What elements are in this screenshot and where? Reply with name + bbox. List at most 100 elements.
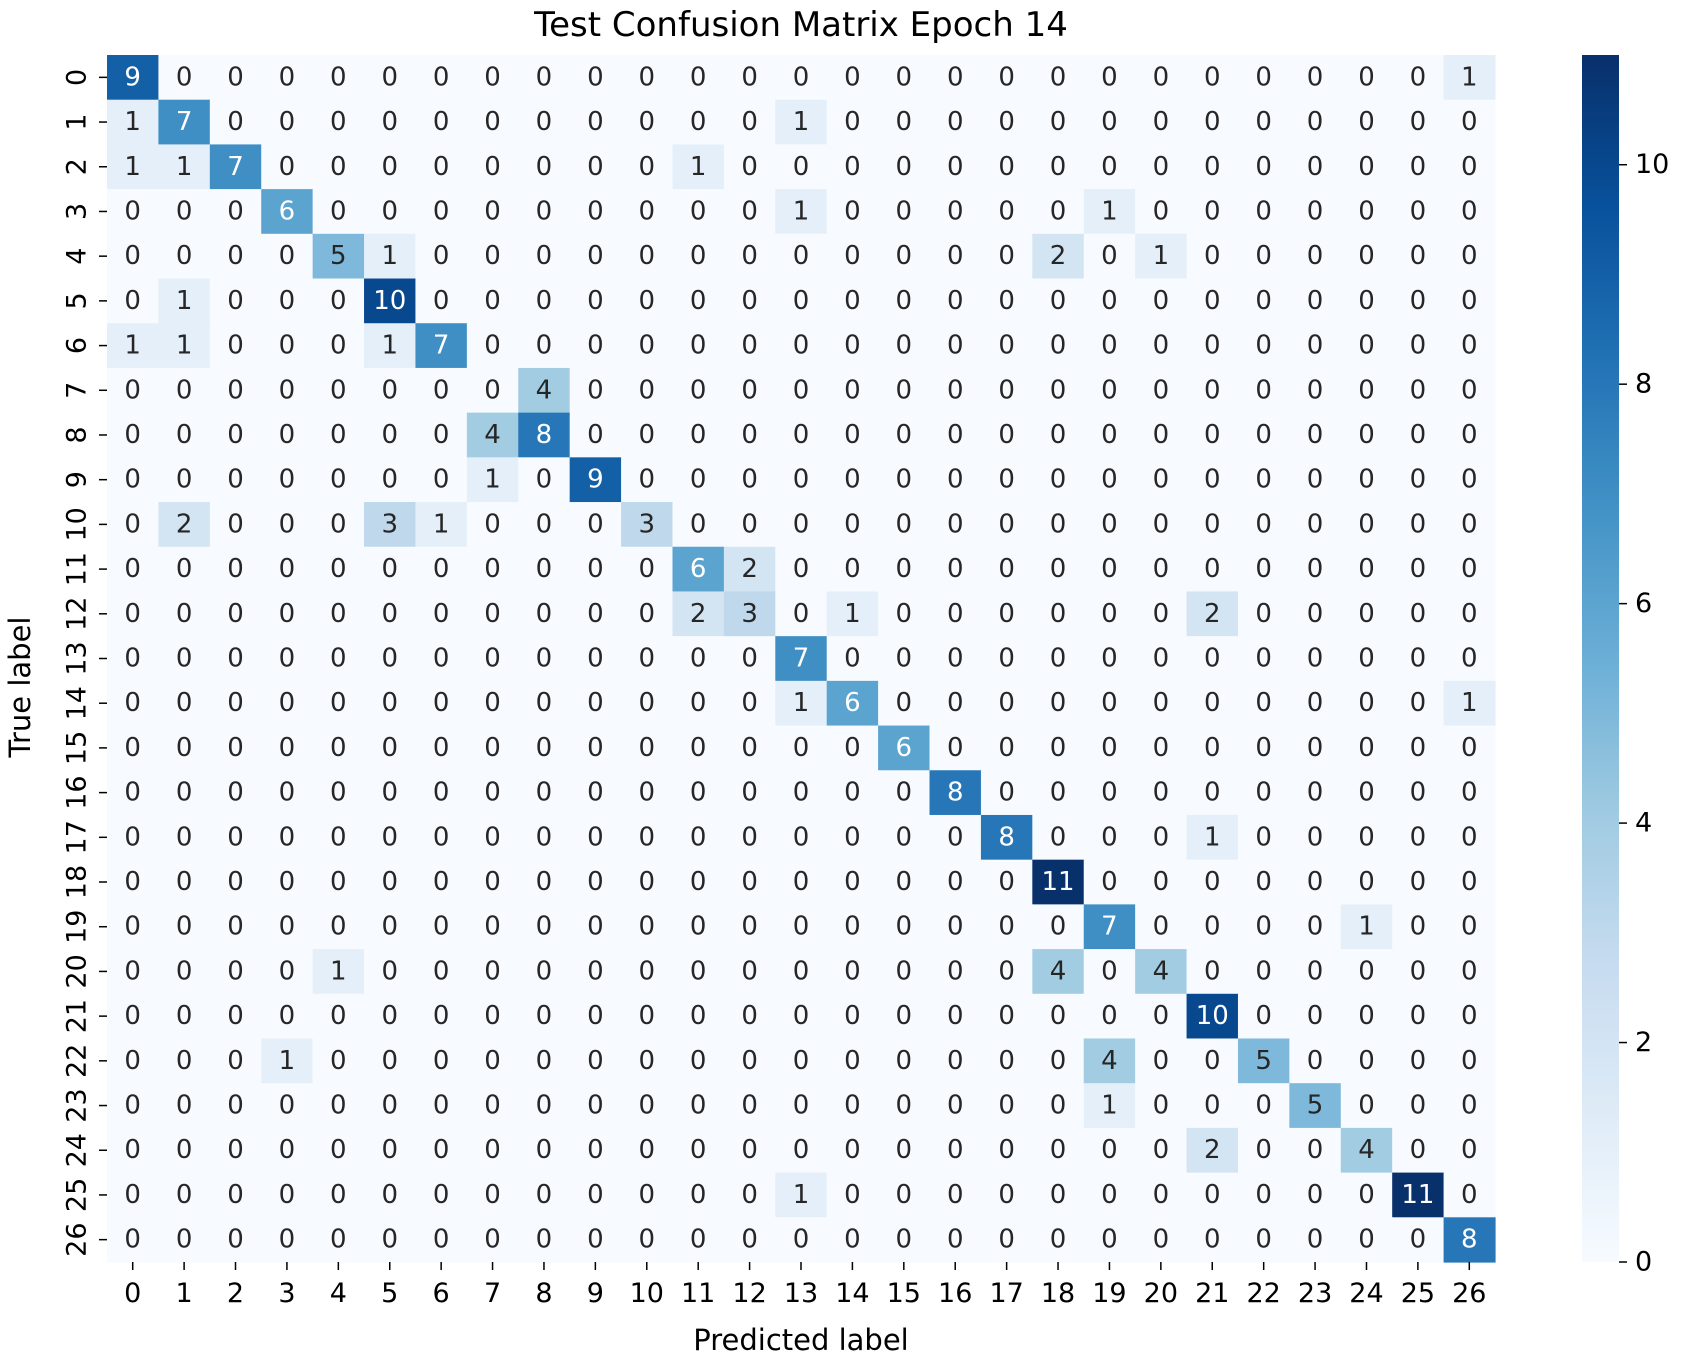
heatmap-cell	[1186, 367, 1239, 414]
cell-value-label: 0	[741, 822, 758, 852]
cell-value-label: 0	[1101, 599, 1118, 629]
cell-value-label: 0	[484, 778, 501, 808]
cell-value-label: 0	[587, 152, 604, 182]
heatmap-cell	[1186, 1172, 1239, 1218]
heatmap-cell	[1083, 993, 1136, 1040]
cell-value-label: 0	[176, 62, 193, 92]
heatmap-cell	[826, 993, 879, 1040]
heatmap-cell	[415, 680, 468, 727]
heatmap-cell	[929, 189, 982, 235]
cell-value-label: 0	[1153, 554, 1170, 584]
cell-value-label: 1	[330, 956, 347, 986]
cell-value-label: 0	[1050, 375, 1067, 405]
heatmap-cell	[1237, 367, 1290, 414]
cell-value-label: 0	[1204, 420, 1221, 450]
cell-value-label: 1	[381, 331, 398, 361]
heatmap-cell	[1186, 502, 1239, 548]
cell-value-label: 0	[279, 867, 296, 897]
heatmap-cell	[929, 1038, 982, 1084]
cell-value-label: 0	[484, 599, 501, 629]
cell-value-label: 0	[998, 912, 1015, 942]
heatmap-cell	[929, 904, 982, 950]
cell-value-label: 0	[1204, 778, 1221, 808]
cell-value-label: 0	[741, 331, 758, 361]
heatmap-cell	[569, 636, 622, 682]
cell-value-label: 0	[484, 286, 501, 316]
heatmap-cell	[929, 278, 982, 324]
cell-value-label: 0	[587, 1091, 604, 1121]
cell-value-label: 0	[1050, 1225, 1067, 1255]
cell-value-label: 0	[536, 1001, 553, 1031]
heatmap-cell	[1135, 725, 1188, 771]
heatmap-cell	[209, 591, 262, 637]
cell-value-label: 0	[381, 1001, 398, 1031]
cell-value-label: 0	[1307, 733, 1324, 763]
heatmap-cell	[569, 725, 622, 771]
heatmap-cell	[1289, 904, 1342, 950]
heatmap-cell	[1289, 1083, 1342, 1129]
heatmap-cell	[826, 546, 879, 593]
heatmap-cell	[569, 680, 622, 727]
cell-value-label: 0	[1204, 62, 1221, 92]
colorbar-tick-label: 10	[1635, 149, 1669, 180]
cell-value-label: 0	[1410, 1225, 1427, 1255]
heatmap-cell	[775, 1083, 828, 1129]
cell-value-label: 0	[124, 644, 141, 674]
cell-value-label: 0	[1410, 62, 1427, 92]
cell-value-label: 0	[998, 1180, 1015, 1210]
cell-value-label: 0	[1050, 152, 1067, 182]
heatmap-cell	[261, 189, 314, 235]
cell-value-label: 0	[433, 1046, 450, 1076]
cell-value-label: 0	[1153, 375, 1170, 405]
heatmap-cell	[466, 278, 519, 324]
heatmap-cell	[466, 591, 519, 637]
heatmap-cell	[312, 859, 365, 905]
heatmap-cell	[364, 99, 417, 145]
heatmap-cell	[261, 814, 314, 861]
heatmap-cell	[158, 367, 211, 414]
heatmap-cell	[980, 814, 1033, 861]
cell-value-label: 0	[330, 688, 347, 718]
heatmap-cell	[1392, 278, 1445, 324]
heatmap-cell	[1443, 412, 1496, 458]
heatmap-cell	[1237, 55, 1290, 101]
heatmap-cell	[312, 546, 365, 593]
cell-value-label: 0	[330, 152, 347, 182]
heatmap-cell	[775, 814, 828, 861]
heatmap-cell	[1186, 1217, 1239, 1263]
heatmap-cell	[929, 1127, 982, 1174]
cell-value-label: 0	[124, 241, 141, 271]
heatmap-cell	[1443, 144, 1496, 190]
heatmap-cell	[312, 457, 365, 503]
heatmap-cell	[672, 1217, 725, 1263]
cell-value-label: 0	[124, 554, 141, 584]
heatmap-cell	[569, 55, 622, 101]
cell-value-label: 0	[176, 822, 193, 852]
heatmap-cell	[107, 502, 160, 548]
y-tick-label: 5	[62, 292, 93, 309]
heatmap-cell	[1032, 55, 1085, 101]
cell-value-label: 0	[1204, 375, 1221, 405]
cell-value-label: 0	[1461, 509, 1478, 539]
heatmap-cell	[209, 1083, 262, 1129]
cell-value-label: 0	[587, 867, 604, 897]
cell-value-label: 0	[124, 509, 141, 539]
heatmap-cell	[1083, 904, 1136, 950]
y-tick-label: 7	[62, 382, 93, 399]
heatmap-cell	[1392, 1217, 1445, 1263]
cell-value-label: 0	[1461, 107, 1478, 137]
heatmap-cell	[1392, 1127, 1445, 1174]
cell-value-label: 0	[124, 286, 141, 316]
heatmap-cell	[1289, 1172, 1342, 1218]
heatmap-cell	[723, 1127, 776, 1174]
cell-value-label: 11	[1041, 867, 1074, 897]
cell-value-label: 0	[844, 867, 861, 897]
heatmap-cell	[364, 144, 417, 190]
heatmap-cell	[209, 546, 262, 593]
heatmap-cell	[415, 1127, 468, 1174]
heatmap-cell	[415, 233, 468, 280]
cell-value-label: 0	[1358, 1046, 1375, 1076]
heatmap-cell	[1443, 859, 1496, 905]
cell-value-label: 0	[279, 599, 296, 629]
cell-value-label: 0	[793, 822, 810, 852]
